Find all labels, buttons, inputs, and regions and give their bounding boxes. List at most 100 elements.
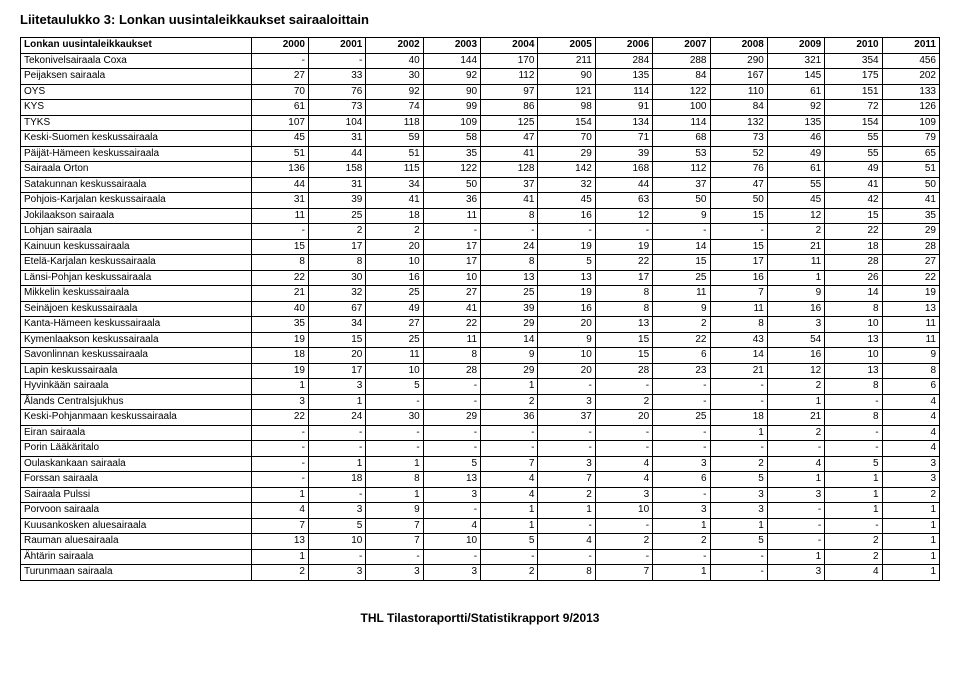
table-row: Seinäjoen keskussairaala4067494139168911… bbox=[21, 301, 940, 317]
cell-value: 3 bbox=[767, 565, 824, 581]
cell-value: 92 bbox=[767, 100, 824, 116]
cell-value: - bbox=[595, 379, 652, 395]
cell-value: 2 bbox=[595, 394, 652, 410]
cell-value: 76 bbox=[308, 84, 365, 100]
cell-value: 11 bbox=[882, 332, 939, 348]
cell-value: 1 bbox=[882, 518, 939, 534]
cell-value: 7 bbox=[366, 534, 423, 550]
cell-value: 167 bbox=[710, 69, 767, 85]
footer-text: THL Tilastoraportti/Statistikrapport 9/2… bbox=[20, 611, 940, 625]
cell-value: 202 bbox=[882, 69, 939, 85]
cell-value: 99 bbox=[423, 100, 480, 116]
cell-value: 24 bbox=[481, 239, 538, 255]
cell-value: 34 bbox=[308, 317, 365, 333]
cell-value: 288 bbox=[653, 53, 710, 69]
cell-value: 2 bbox=[825, 549, 882, 565]
column-header-year: 2001 bbox=[308, 38, 365, 54]
cell-value: 2 bbox=[767, 224, 824, 240]
cell-value: 134 bbox=[595, 115, 652, 131]
cell-value: 158 bbox=[308, 162, 365, 178]
cell-value: 7 bbox=[366, 518, 423, 534]
cell-value: 15 bbox=[825, 208, 882, 224]
cell-value: 18 bbox=[251, 348, 308, 364]
cell-value: 3 bbox=[882, 472, 939, 488]
cell-value: 16 bbox=[366, 270, 423, 286]
cell-value: 5 bbox=[308, 518, 365, 534]
cell-value: 49 bbox=[825, 162, 882, 178]
cell-value: 1 bbox=[825, 503, 882, 519]
cell-value: 19 bbox=[538, 239, 595, 255]
cell-value: 5 bbox=[366, 379, 423, 395]
cell-value: 51 bbox=[882, 162, 939, 178]
cell-value: 44 bbox=[308, 146, 365, 162]
cell-value: 1 bbox=[825, 487, 882, 503]
cell-value: 26 bbox=[825, 270, 882, 286]
table-row: Etelä-Karjalan keskussairaala88101785221… bbox=[21, 255, 940, 271]
cell-value: 98 bbox=[538, 100, 595, 116]
cell-value: 22 bbox=[882, 270, 939, 286]
cell-value: - bbox=[825, 518, 882, 534]
cell-value: 2 bbox=[653, 317, 710, 333]
cell-value: 1 bbox=[882, 565, 939, 581]
cell-value: 34 bbox=[366, 177, 423, 193]
cell-value: - bbox=[825, 425, 882, 441]
cell-value: 168 bbox=[595, 162, 652, 178]
cell-value: 36 bbox=[423, 193, 480, 209]
row-label: Satakunnan keskussairaala bbox=[21, 177, 252, 193]
table-row: Kainuun keskussairaala151720172419191415… bbox=[21, 239, 940, 255]
cell-value: - bbox=[538, 518, 595, 534]
cell-value: 58 bbox=[423, 131, 480, 147]
cell-value: 109 bbox=[882, 115, 939, 131]
cell-value: 8 bbox=[308, 255, 365, 271]
cell-value: 3 bbox=[308, 565, 365, 581]
cell-value: 1 bbox=[481, 379, 538, 395]
cell-value: 125 bbox=[481, 115, 538, 131]
cell-value: 3 bbox=[767, 317, 824, 333]
cell-value: 1 bbox=[825, 472, 882, 488]
cell-value: 3 bbox=[710, 487, 767, 503]
cell-value: 1 bbox=[767, 394, 824, 410]
cell-value: 92 bbox=[366, 84, 423, 100]
cell-value: 10 bbox=[423, 534, 480, 550]
cell-value: - bbox=[653, 379, 710, 395]
cell-value: - bbox=[308, 425, 365, 441]
cell-value: 4 bbox=[882, 394, 939, 410]
cell-value: 8 bbox=[251, 255, 308, 271]
cell-value: - bbox=[710, 379, 767, 395]
cell-value: 49 bbox=[767, 146, 824, 162]
cell-value: 35 bbox=[882, 208, 939, 224]
cell-value: 121 bbox=[538, 84, 595, 100]
cell-value: 21 bbox=[251, 286, 308, 302]
cell-value: 47 bbox=[710, 177, 767, 193]
cell-value: 25 bbox=[366, 286, 423, 302]
cell-value: 321 bbox=[767, 53, 824, 69]
cell-value: 35 bbox=[423, 146, 480, 162]
cell-value: 3 bbox=[767, 487, 824, 503]
column-header-year: 2007 bbox=[653, 38, 710, 54]
cell-value: 55 bbox=[767, 177, 824, 193]
row-label: TYKS bbox=[21, 115, 252, 131]
column-header-year: 2005 bbox=[538, 38, 595, 54]
cell-value: 9 bbox=[767, 286, 824, 302]
cell-value: 4 bbox=[481, 472, 538, 488]
cell-value: 20 bbox=[538, 363, 595, 379]
cell-value: - bbox=[423, 549, 480, 565]
table-row: Porvoon sairaala439-111033-11 bbox=[21, 503, 940, 519]
cell-value: 1 bbox=[538, 503, 595, 519]
table-row: Länsi-Pohjan keskussairaala2230161013131… bbox=[21, 270, 940, 286]
cell-value: 4 bbox=[882, 410, 939, 426]
cell-value: 3 bbox=[423, 565, 480, 581]
cell-value: 170 bbox=[481, 53, 538, 69]
row-label: Forssan sairaala bbox=[21, 472, 252, 488]
cell-value: 45 bbox=[251, 131, 308, 147]
cell-value: 136 bbox=[251, 162, 308, 178]
cell-value: 2 bbox=[653, 534, 710, 550]
cell-value: 13 bbox=[538, 270, 595, 286]
cell-value: 6 bbox=[882, 379, 939, 395]
table-row: Oulaskankaan sairaala-11573432453 bbox=[21, 456, 940, 472]
cell-value: 4 bbox=[767, 456, 824, 472]
cell-value: 29 bbox=[481, 363, 538, 379]
cell-value: 33 bbox=[308, 69, 365, 85]
cell-value: 104 bbox=[308, 115, 365, 131]
cell-value: 2 bbox=[882, 487, 939, 503]
